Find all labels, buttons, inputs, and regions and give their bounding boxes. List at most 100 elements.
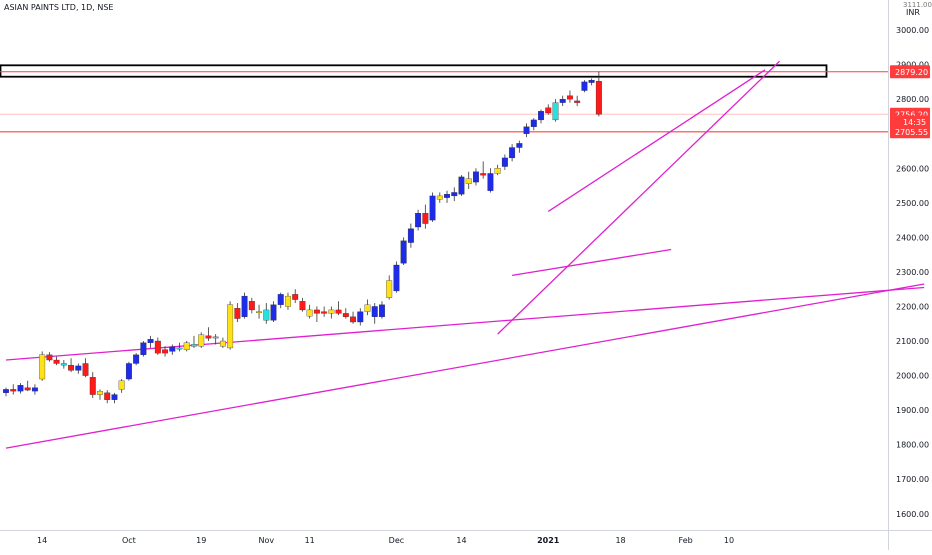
- price-tick-top-label: 3111.00: [903, 1, 932, 9]
- candle-body: [104, 392, 111, 400]
- time-tick-label: Feb: [679, 536, 693, 545]
- candle-body: [263, 309, 270, 321]
- candle-body: [487, 173, 494, 191]
- price-badge: [890, 115, 930, 129]
- candle-26: [191, 335, 197, 348]
- price-tick-label: 2800.00: [896, 95, 929, 104]
- symbol-title: ASIAN PAINTS LTD, 1D, NSE: [4, 3, 114, 12]
- candle-body: [75, 365, 82, 371]
- candle-49: [357, 308, 364, 326]
- candle-body: [350, 316, 356, 323]
- candle-1: [10, 384, 17, 395]
- currency-label: INR: [906, 8, 920, 17]
- candle-33: [241, 292, 248, 319]
- candle-70: [509, 144, 516, 162]
- candle-body: [46, 354, 53, 361]
- price-tick-label: 1900.00: [896, 406, 929, 415]
- candle-body: [444, 194, 450, 198]
- time-tick-label: 19: [196, 536, 206, 545]
- candle-44: [321, 306, 328, 317]
- candle-32: [234, 303, 241, 323]
- candle-body: [277, 294, 284, 305]
- candle-body: [270, 304, 277, 321]
- price-tick-label: 2500.00: [896, 199, 929, 208]
- candle-body: [429, 195, 436, 221]
- candle-54: [393, 261, 400, 293]
- candle-body: [588, 80, 595, 83]
- time-tick-label: 14: [456, 536, 466, 545]
- candle-28: [205, 327, 212, 342]
- candle-25: [183, 341, 190, 352]
- candle-78: [566, 90, 573, 103]
- candle-2: [17, 383, 24, 394]
- candle-body: [39, 354, 46, 380]
- candle-8: [60, 360, 67, 369]
- candle-20: [147, 335, 154, 348]
- price-badge-label: 2879.20: [895, 68, 928, 77]
- candle-19: [140, 341, 147, 357]
- candle-body: [248, 301, 255, 311]
- candle-48: [350, 311, 356, 324]
- candle-59: [429, 192, 436, 222]
- candle-0: [3, 387, 9, 397]
- candle-body: [227, 304, 234, 349]
- candle-body: [552, 102, 559, 121]
- candle-75: [545, 104, 552, 115]
- candle-body: [581, 81, 588, 91]
- candle-body: [292, 294, 299, 300]
- candle-body: [509, 147, 516, 159]
- candle-body: [574, 100, 581, 103]
- price-badge: [890, 65, 930, 79]
- price-tick-label: 3000.00: [896, 26, 929, 35]
- candle-body: [133, 354, 140, 364]
- time-tick-label: Nov: [258, 536, 274, 545]
- candle-12: [89, 372, 96, 399]
- price-tick-label: 2300.00: [896, 268, 929, 277]
- candle-82: [595, 71, 602, 117]
- candle-65: [472, 168, 479, 186]
- candle-body: [566, 95, 573, 100]
- candle-body: [342, 313, 349, 317]
- candle-body: [480, 173, 487, 176]
- candle-body: [53, 359, 60, 364]
- candle-body: [212, 336, 219, 339]
- candle-21: [154, 337, 161, 355]
- candle-80: [581, 80, 588, 93]
- candle-17: [125, 361, 132, 381]
- candle-body: [111, 394, 118, 400]
- candle-68: [494, 164, 501, 176]
- candle-body: [68, 365, 75, 371]
- time-tick-label: 11: [305, 536, 315, 545]
- price-tick-label: 1800.00: [896, 441, 929, 450]
- candle-34: [248, 297, 255, 314]
- candle-body: [219, 340, 226, 347]
- candle-4: [31, 384, 38, 395]
- price-badge-label: 14:35: [903, 118, 926, 127]
- candle-40: [292, 289, 299, 304]
- candle-5: [39, 351, 46, 381]
- candle-body: [125, 363, 132, 380]
- candle-11: [82, 358, 89, 378]
- candle-81: [588, 78, 595, 86]
- candle-76: [552, 99, 559, 122]
- candle-45: [328, 306, 335, 319]
- candle-body: [407, 228, 414, 243]
- candle-body: [357, 311, 364, 323]
- price-tick-label: 1700.00: [896, 475, 929, 484]
- price-badge: [890, 125, 930, 139]
- time-tick-label: 14: [37, 536, 47, 545]
- candle-body: [162, 349, 169, 354]
- candle-body: [400, 240, 407, 264]
- candle-61: [444, 190, 450, 203]
- candle-body: [321, 311, 328, 314]
- candle-body: [328, 309, 335, 314]
- candle-body: [516, 143, 523, 148]
- candle-31: [227, 301, 234, 350]
- price-badge-label: 2705.55: [895, 128, 928, 137]
- candle-77: [559, 95, 566, 107]
- candle-79: [574, 95, 581, 107]
- candle-63: [458, 175, 465, 196]
- candle-22: [162, 346, 169, 357]
